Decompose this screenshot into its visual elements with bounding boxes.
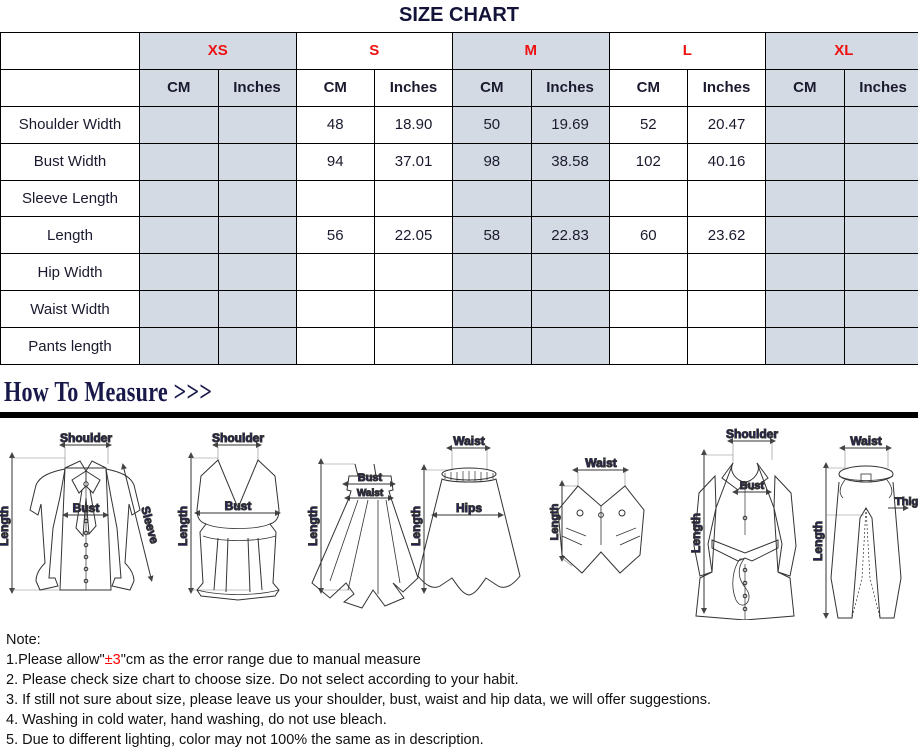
svg-text:Waist: Waist [453,434,485,448]
svg-text:Shoulder: Shoulder [212,431,264,445]
svg-text:Bust: Bust [358,472,383,484]
svg-text:Bust: Bust [225,499,252,513]
svg-text:Thigh: Thigh [895,496,918,508]
svg-text:Hips: Hips [456,501,482,515]
svg-text:Shoulder: Shoulder [726,427,778,441]
svg-text:Length: Length [176,506,190,546]
svg-text:Length: Length [811,521,825,561]
svg-text:Length: Length [409,506,423,546]
svg-text:Shoulder: Shoulder [60,431,112,445]
svg-text:Length: Length [0,506,11,546]
svg-text:Waist: Waist [357,488,384,499]
svg-text:Length: Length [306,506,320,546]
svg-text:Waist: Waist [850,434,882,448]
svg-text:Length: Length [689,513,703,553]
svg-text:Waist: Waist [585,456,617,470]
